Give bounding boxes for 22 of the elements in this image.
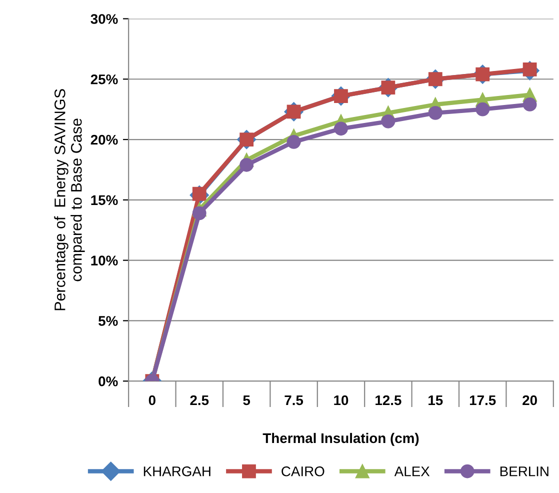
x-tick-label: 15 [428,395,443,406]
x-tick-label: 2.5 [190,395,209,406]
y-tick-label: 0% [98,376,118,386]
y-tick-label: 20% [90,134,118,145]
y-tick-label: 30% [90,14,118,24]
y-tick-label: 5% [98,316,118,326]
x-tick-label: 20 [522,395,537,406]
y-tick-label: 15% [91,195,118,206]
x-axis-title: Thermal Insulation (cm) [262,432,419,446]
legend-label: KHARGAH [144,466,210,476]
x-tick-label: 10 [334,395,348,406]
x-tick-label: 12.5 [376,395,402,406]
y-tick-label: 10% [91,256,118,266]
y-tick-label: 25% [90,74,118,84]
legend-label: CAIRO [282,466,324,476]
x-tick-label: 7.5 [284,395,304,406]
legend-label: ALEX [394,466,430,476]
x-tick-label: 0 [148,395,156,406]
x-tick-label: 5 [243,395,250,406]
legend-label: BERLIN [500,466,548,476]
y-axis-title: Percentage of Energy SAVINGS compared to Base Case [54,89,85,310]
x-tick-label: 17.5 [470,395,496,406]
